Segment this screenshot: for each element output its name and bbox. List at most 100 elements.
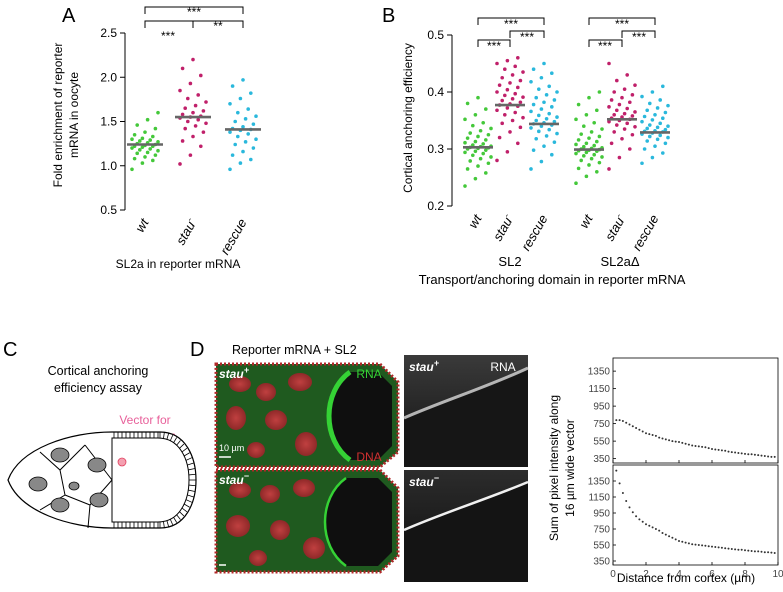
y-tick-label: 350 bbox=[593, 557, 610, 568]
data-point bbox=[478, 156, 483, 161]
data-point bbox=[518, 78, 523, 83]
data-point bbox=[191, 110, 195, 115]
data-point bbox=[130, 146, 134, 150]
data-point bbox=[655, 125, 660, 130]
data-point bbox=[576, 138, 581, 142]
nurse-nucleus bbox=[256, 383, 276, 401]
zoom-rna-label: RNA bbox=[490, 360, 515, 374]
data-point bbox=[600, 127, 604, 131]
x-tick-label: 4 bbox=[676, 569, 682, 580]
y-tick-label: 1350 bbox=[588, 367, 611, 378]
scale-bar-label: 10 µm bbox=[219, 443, 244, 453]
profile-point bbox=[684, 541, 687, 544]
data-point bbox=[666, 124, 670, 128]
data-point bbox=[201, 109, 206, 113]
data-point bbox=[552, 119, 557, 124]
data-point bbox=[495, 61, 499, 66]
y-tick-label: 1.5 bbox=[100, 115, 117, 129]
panel-b-letter: B bbox=[382, 5, 395, 27]
data-point bbox=[582, 144, 586, 149]
profile-point bbox=[707, 545, 710, 548]
rna-zoom-cytoplasm bbox=[404, 482, 528, 582]
y-tick-label: 750 bbox=[593, 419, 610, 430]
data-point bbox=[537, 113, 541, 118]
data-point bbox=[151, 134, 155, 139]
profile-point bbox=[697, 445, 700, 448]
nurse-cell-nucleus bbox=[28, 476, 48, 492]
profile-point bbox=[697, 544, 700, 546]
genotype-sup: − bbox=[434, 473, 440, 483]
data-point bbox=[505, 106, 510, 110]
data-point bbox=[505, 58, 510, 63]
follicle-cell-divider bbox=[188, 468, 196, 471]
profile-point bbox=[638, 428, 641, 431]
y-tick-label: 2.5 bbox=[100, 26, 117, 40]
data-point bbox=[178, 88, 182, 93]
data-point bbox=[555, 90, 559, 94]
nurse-cell-boundaries bbox=[39, 438, 113, 529]
profile-ylabel-line1: Sum of pixel intensity along bbox=[547, 395, 561, 541]
x-tick-label: stau- bbox=[172, 216, 200, 248]
rna-zoom-stau-minus: stau− bbox=[403, 470, 529, 582]
cortical-rna-signal bbox=[323, 476, 347, 568]
x-tick-label: stau- bbox=[489, 212, 517, 244]
panel-a-sig-bracket-left bbox=[144, 20, 194, 28]
data-point bbox=[630, 132, 635, 137]
data-point bbox=[481, 120, 486, 125]
data-point bbox=[544, 134, 549, 138]
profile-point bbox=[645, 432, 647, 435]
profile-point bbox=[615, 419, 618, 422]
data-point bbox=[622, 111, 627, 116]
panel-b: B 0.20.30.40.5 wt stau-rescue wt stau-rescu… bbox=[382, 5, 686, 287]
profile-point bbox=[753, 453, 756, 456]
panel-b-sl2a-bracket-right bbox=[621, 30, 656, 38]
panel-b-group-sl2: SL2 bbox=[498, 254, 521, 269]
profile-point bbox=[753, 550, 756, 553]
data-point bbox=[648, 134, 652, 139]
panel-b-sl2a-bracket-outer bbox=[588, 17, 656, 25]
panel-c-letter: C bbox=[3, 339, 17, 361]
nurse-nucleus bbox=[293, 479, 315, 497]
nurse-cell-nucleus bbox=[87, 457, 107, 473]
data-point bbox=[542, 61, 546, 66]
y-tick-label: 1150 bbox=[588, 493, 610, 504]
data-point bbox=[607, 61, 611, 66]
data-point bbox=[130, 167, 134, 172]
follicle-cell-divider bbox=[181, 507, 188, 513]
profile-point bbox=[671, 536, 674, 539]
nurse-cell-nucleus bbox=[68, 481, 80, 491]
rna-channel-label: RNA bbox=[356, 367, 381, 381]
panel-a-sig-bracket-right bbox=[192, 20, 244, 28]
data-point bbox=[582, 154, 586, 158]
nurse-nucleus bbox=[229, 376, 251, 392]
data-point bbox=[199, 73, 203, 78]
data-point bbox=[497, 135, 502, 140]
data-point bbox=[236, 134, 240, 139]
data-point bbox=[503, 93, 507, 98]
data-point bbox=[589, 156, 594, 161]
profile-point bbox=[668, 535, 671, 538]
follicle-cell-divider bbox=[188, 484, 196, 487]
micrograph-genotype-label: stau− bbox=[219, 471, 250, 487]
profile-point bbox=[727, 450, 730, 453]
profile-point bbox=[770, 551, 773, 554]
panel-d-letter: D bbox=[190, 339, 204, 361]
data-point bbox=[508, 130, 512, 134]
data-point bbox=[547, 84, 551, 89]
follicle-dna-rim bbox=[214, 468, 400, 574]
data-point bbox=[544, 93, 549, 97]
data-point bbox=[500, 98, 505, 103]
data-point bbox=[592, 120, 596, 125]
data-point bbox=[552, 140, 557, 144]
data-point bbox=[186, 119, 190, 124]
panel-c-title-line1: Cortical anchoring bbox=[48, 364, 149, 378]
data-point bbox=[468, 131, 473, 135]
profile-ylabel-line2: 16 µm wide vector bbox=[563, 419, 577, 517]
data-point bbox=[148, 138, 152, 142]
data-point bbox=[521, 70, 525, 74]
follicle-cell-divider bbox=[169, 434, 174, 441]
genotype-text: stau bbox=[409, 360, 434, 374]
data-point bbox=[228, 102, 232, 106]
data-point bbox=[503, 67, 507, 71]
nurse-nucleus bbox=[265, 410, 287, 430]
